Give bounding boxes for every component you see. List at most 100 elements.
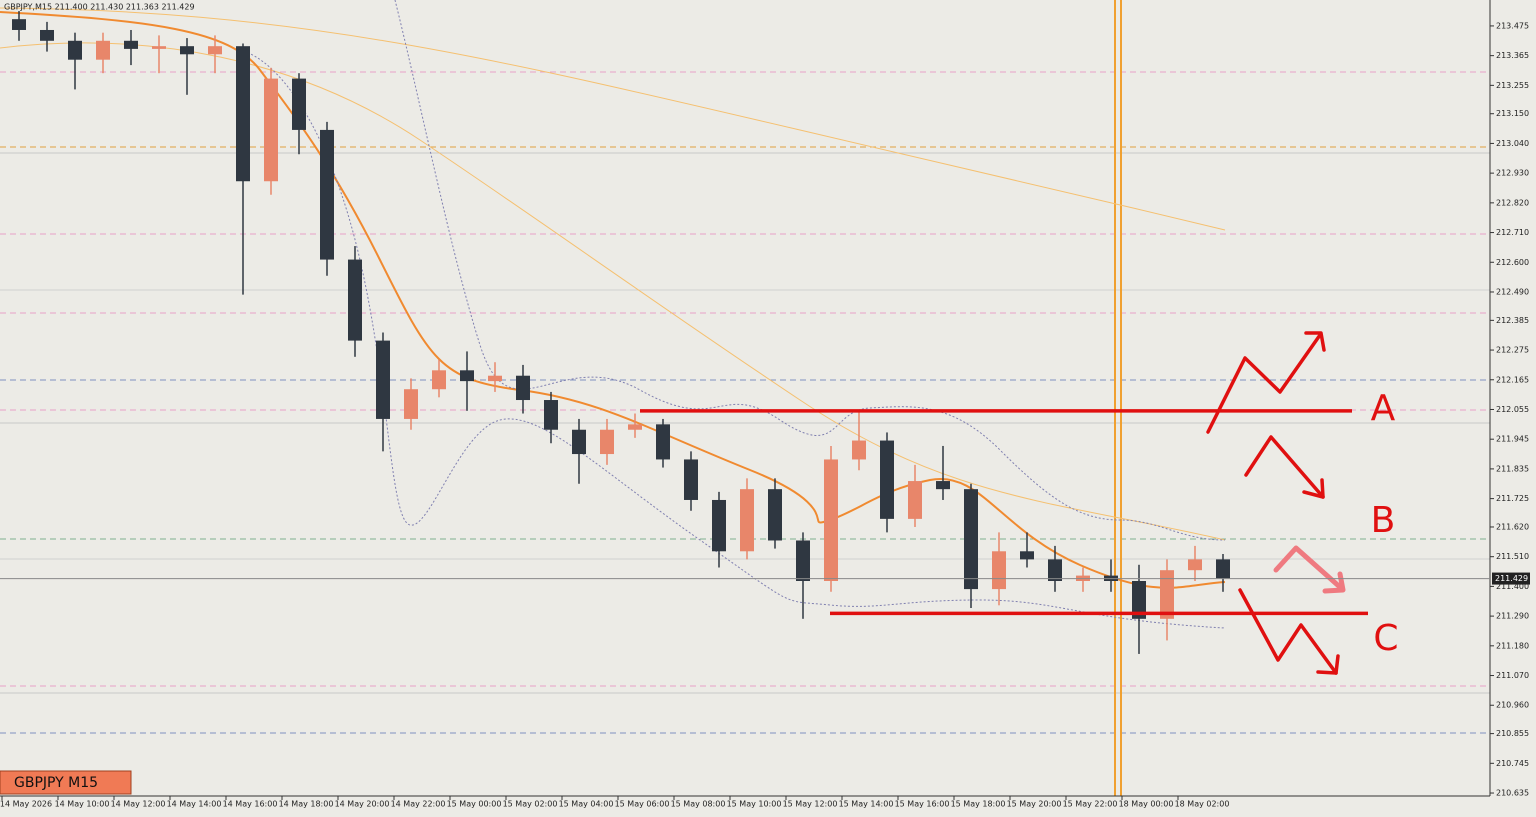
candle-body <box>936 481 950 490</box>
y-tick-label: 211.945 <box>1496 435 1529 444</box>
y-tick-label: 212.710 <box>1496 228 1529 237</box>
price-axis <box>1490 0 1536 817</box>
x-tick-label: 14 May 22:00 <box>391 800 446 809</box>
y-tick-label: 212.165 <box>1496 375 1529 384</box>
y-tick-label: 211.510 <box>1496 552 1529 561</box>
arrow-c <box>1238 588 1338 675</box>
candle-body <box>824 459 838 581</box>
candle-body <box>180 46 194 55</box>
candle-body <box>376 340 390 419</box>
candle-body <box>1048 559 1062 581</box>
x-tick-label: 15 May 06:00 <box>615 800 670 809</box>
x-tick-label: 15 May 10:00 <box>727 800 782 809</box>
candle-body <box>152 46 166 49</box>
y-tick-label: 213.255 <box>1496 81 1529 90</box>
candle-body <box>516 375 530 401</box>
candle-body <box>12 19 26 30</box>
candle-body <box>880 440 894 519</box>
candle-body <box>712 499 726 552</box>
y-tick-label: 213.040 <box>1496 139 1529 148</box>
y-tick-label: 212.055 <box>1496 405 1529 414</box>
candle-body <box>236 46 250 182</box>
x-tick-label: 15 May 08:00 <box>671 800 726 809</box>
candle-body <box>460 370 474 382</box>
x-tick-label: 15 May 18:00 <box>951 800 1006 809</box>
x-tick-label: 18 May 00:00 <box>1119 800 1174 809</box>
candle-body <box>264 78 278 182</box>
arrow-pink <box>1273 545 1344 591</box>
candle-body <box>572 429 586 455</box>
y-tick-label: 211.835 <box>1496 464 1529 473</box>
candle-body <box>432 370 446 390</box>
candle-body <box>1132 580 1146 619</box>
candle-body <box>544 400 558 430</box>
last-price-label: 211.429 <box>1495 574 1528 583</box>
candle-body <box>1188 559 1202 571</box>
y-tick-label: 212.820 <box>1496 198 1529 207</box>
x-tick-label: 15 May 04:00 <box>559 800 614 809</box>
x-tick-label: 14 May 18:00 <box>279 800 334 809</box>
y-tick-label: 211.180 <box>1496 641 1529 650</box>
x-tick-label: 14 May 20:00 <box>335 800 390 809</box>
x-tick-label: 18 May 02:00 <box>1175 800 1230 809</box>
candle-body <box>908 481 922 519</box>
candle-body <box>1160 570 1174 619</box>
candle-body <box>124 40 138 49</box>
y-tick-label: 212.490 <box>1496 287 1529 296</box>
candle-body <box>488 375 502 382</box>
annotation: B <box>1371 500 1396 541</box>
y-tick-label: 213.150 <box>1496 109 1529 118</box>
x-tick-label: 14 May 2026 <box>0 800 52 809</box>
x-tick-label: 14 May 16:00 <box>223 800 278 809</box>
y-tick-label: 212.930 <box>1496 169 1529 178</box>
candle-body <box>68 40 82 60</box>
x-tick-label: 15 May 16:00 <box>895 800 950 809</box>
y-tick-label: 210.960 <box>1496 701 1529 710</box>
y-tick-label: 212.600 <box>1496 258 1529 267</box>
bollinger-lower <box>239 49 1226 629</box>
arrow-a <box>1206 333 1322 434</box>
scenario-arrows <box>1206 331 1346 675</box>
y-tick-label: 213.365 <box>1496 51 1529 60</box>
candle-body <box>348 259 362 341</box>
slow-ma <box>0 7 1226 231</box>
candle-body <box>992 551 1006 590</box>
candle-body <box>208 46 222 55</box>
arrow-b <box>1244 435 1325 499</box>
y-tick-label: 211.400 <box>1496 582 1529 591</box>
y-tick-label: 212.385 <box>1496 316 1529 325</box>
candle-body <box>796 540 810 581</box>
candles <box>12 11 1230 654</box>
candle-body <box>96 40 110 60</box>
x-tick-label: 15 May 20:00 <box>1007 800 1062 809</box>
symbol-badge <box>0 770 132 795</box>
candle-body <box>964 489 978 590</box>
y-tick-label: 210.745 <box>1496 759 1529 768</box>
arrowhead <box>1302 478 1325 499</box>
x-tick-label: 14 May 10:00 <box>55 800 110 809</box>
x-tick-label: 15 May 00:00 <box>447 800 502 809</box>
y-tick-label: 210.635 <box>1496 789 1529 798</box>
bollinger-upper <box>394 0 1226 541</box>
levels <box>640 409 1368 616</box>
candle-body <box>852 440 866 460</box>
candle-body <box>740 489 754 552</box>
candle-body <box>292 78 306 130</box>
symbol-label: GBPJPY M15 <box>14 775 98 791</box>
y-tick-label: 211.620 <box>1496 522 1529 531</box>
y-tick-label: 211.070 <box>1496 671 1529 680</box>
annotation: A <box>1371 388 1396 429</box>
chart-title: GBPJPY,M15 211.400 211.430 211.363 211.4… <box>4 3 195 12</box>
candle-body <box>600 429 614 455</box>
candle-body <box>684 459 698 500</box>
candle-body <box>656 424 670 460</box>
y-tick-label: 212.275 <box>1496 346 1529 355</box>
x-tick-label: 14 May 14:00 <box>167 800 222 809</box>
candle-body <box>40 29 54 41</box>
x-tick-label: 14 May 12:00 <box>111 800 166 809</box>
candle-body <box>1216 559 1230 579</box>
x-tick-label: 15 May 02:00 <box>503 800 558 809</box>
y-tick-label: 211.290 <box>1496 612 1529 621</box>
